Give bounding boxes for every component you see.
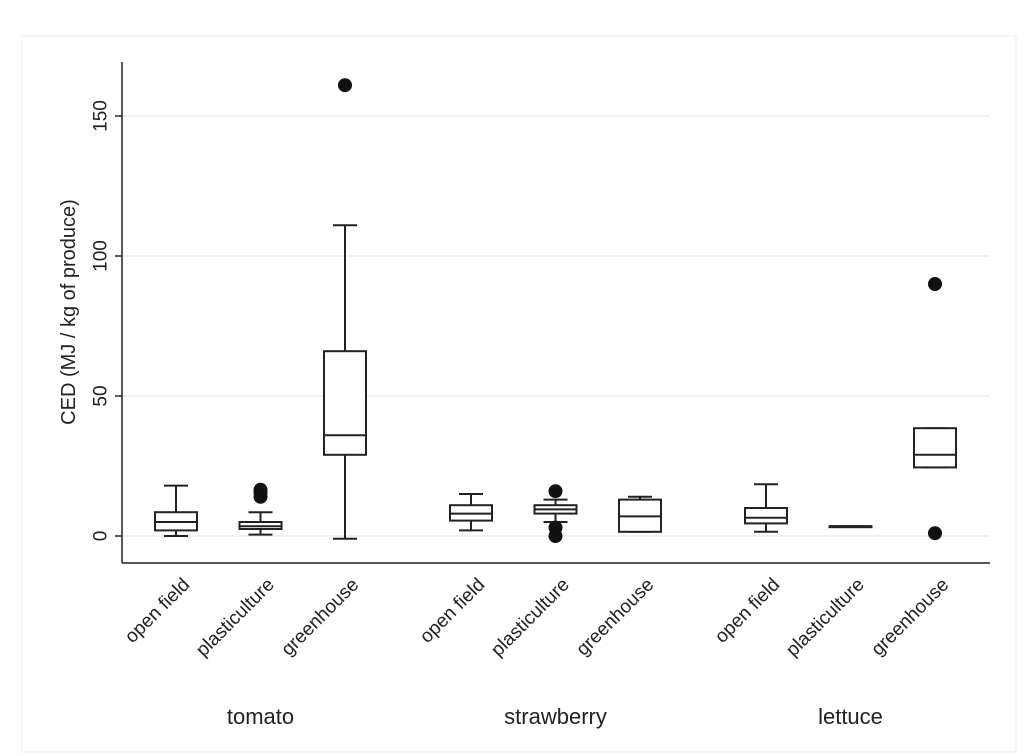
outlier-point bbox=[548, 484, 563, 499]
iqr-box bbox=[744, 507, 788, 525]
box-tomato-plasticulture bbox=[238, 482, 283, 536]
box-strawberry-open-field bbox=[449, 493, 493, 532]
group-label-tomato: tomato bbox=[227, 704, 294, 729]
box-lettuce-plasticulture bbox=[828, 525, 873, 529]
y-tick-label-0: 0 bbox=[91, 531, 112, 542]
outlier-point bbox=[548, 520, 563, 535]
boxes bbox=[154, 78, 957, 543]
group-tomato bbox=[154, 78, 367, 540]
outlier-point bbox=[928, 277, 942, 291]
outlier-point bbox=[928, 526, 942, 541]
y-axis-title: CED (MJ / kg of produce) bbox=[58, 199, 80, 425]
group-label-strawberry: strawberry bbox=[504, 704, 607, 729]
box-lettuce-greenhouse bbox=[913, 277, 957, 541]
group-lettuce bbox=[744, 277, 957, 541]
outlier-point bbox=[253, 482, 268, 497]
group-strawberry bbox=[449, 484, 662, 543]
outlier-point bbox=[338, 78, 352, 93]
y-tick-label-100: 100 bbox=[91, 240, 112, 272]
chart-frame bbox=[21, 35, 1017, 753]
box-strawberry-plasticulture bbox=[533, 484, 578, 543]
axes bbox=[121, 62, 990, 564]
y-axis-ticks: 0 50 100 150 bbox=[91, 100, 122, 541]
box-lettuce-open-field bbox=[744, 483, 788, 533]
box-tomato-open-field bbox=[154, 484, 198, 537]
box-tomato-greenhouse bbox=[323, 78, 367, 540]
iqr-box bbox=[913, 427, 957, 469]
group-labels: tomato strawberry lettuce bbox=[227, 704, 883, 729]
y-tick-label-50: 50 bbox=[91, 385, 112, 406]
y-tick-label-150: 150 bbox=[91, 100, 112, 132]
group-label-lettuce: lettuce bbox=[818, 704, 883, 729]
box-strawberry-greenhouse bbox=[618, 495, 662, 533]
iqr-box bbox=[323, 350, 367, 456]
